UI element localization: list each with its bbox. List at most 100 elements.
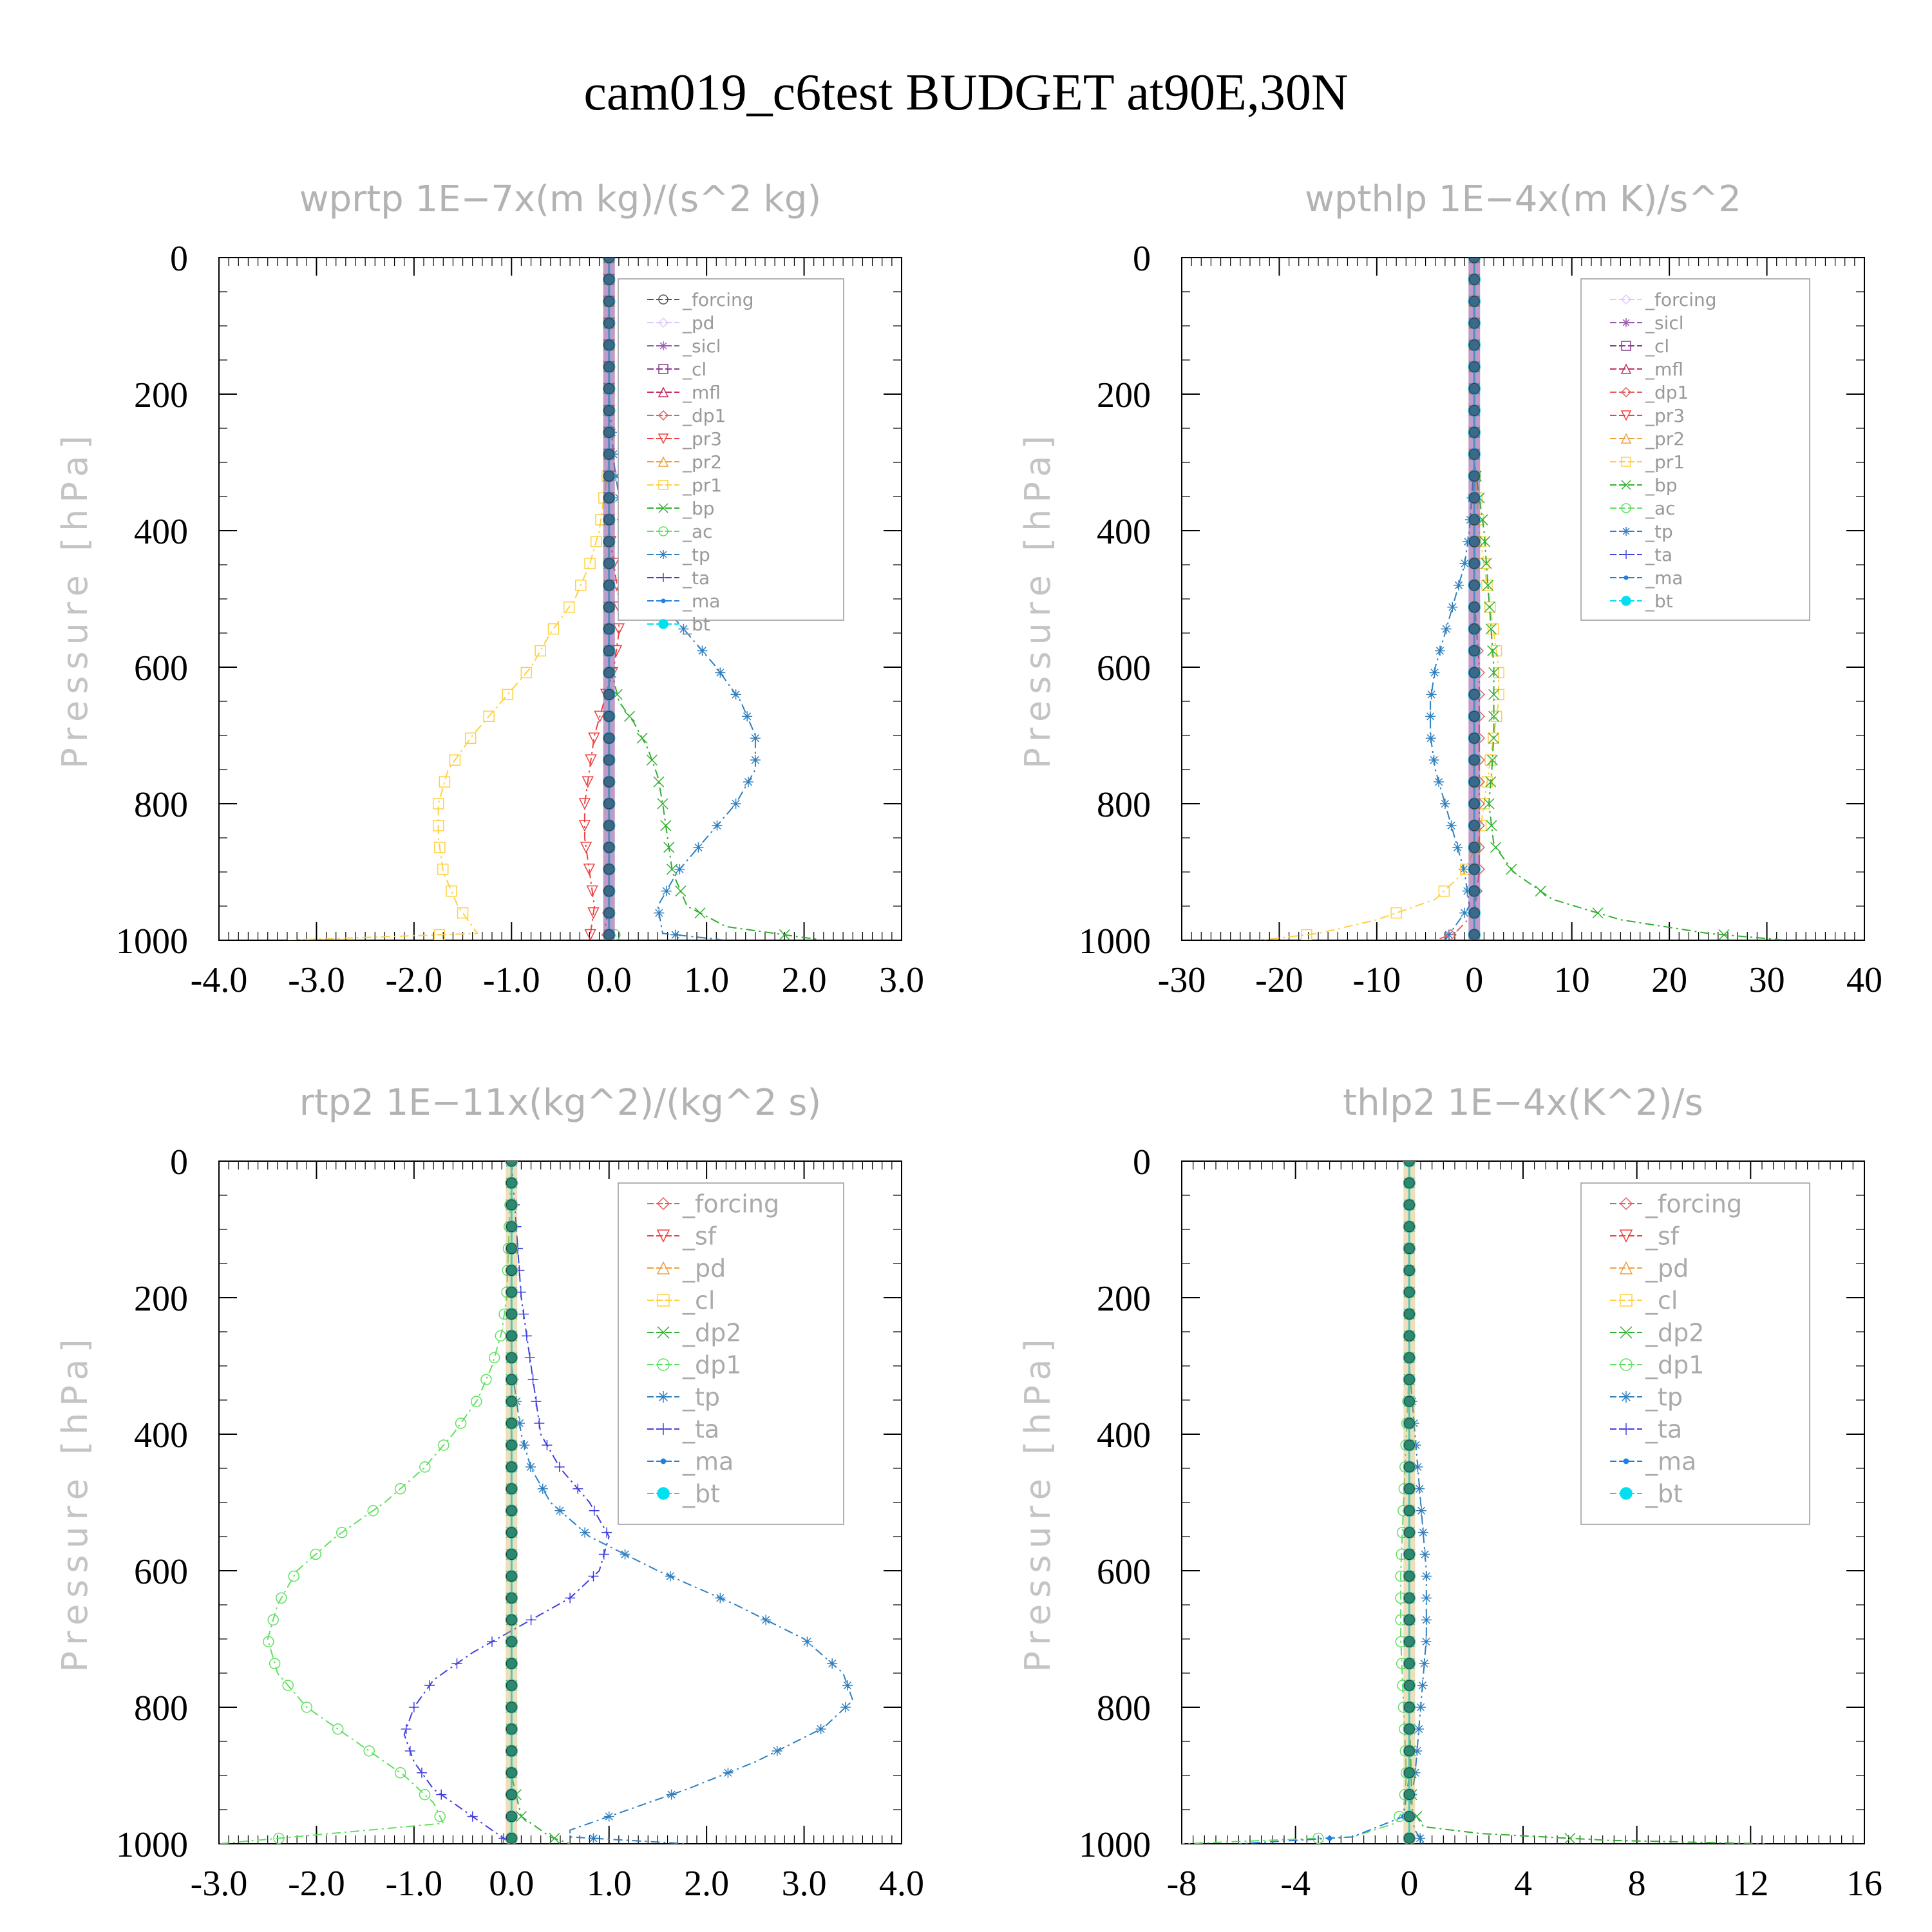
legend-entry: _ta [1610, 1415, 1682, 1443]
zero-marker [1468, 667, 1480, 678]
legend-label: _pd [682, 1254, 726, 1282]
series-point-pr3 [594, 710, 606, 723]
series-point-pr1 [1438, 885, 1450, 897]
series-point-bp [1506, 864, 1517, 875]
series-point-pr3 [578, 820, 591, 832]
legend-marker [1622, 550, 1631, 559]
series-point-tp [1415, 1833, 1426, 1844]
x-tick-label: 3.0 [879, 960, 924, 1000]
legend-entry: _pr3 [1610, 405, 1685, 426]
legend-label: _ma [1645, 1447, 1696, 1475]
series-point-tp [519, 1439, 530, 1450]
zero-marker [1403, 1680, 1415, 1691]
legend-label: _forcing [682, 289, 754, 310]
series-point-ac [336, 1526, 348, 1539]
series-point-ta [404, 1745, 415, 1756]
series-point-tp [1454, 580, 1464, 591]
legend-entry: _sicl [1610, 312, 1684, 334]
zero-marker [1403, 1177, 1415, 1189]
series-point-ac [471, 1396, 482, 1407]
legend-label: _pr3 [1645, 405, 1685, 426]
x-tick-label: 8 [1628, 1864, 1646, 1904]
legend-marker [1619, 1229, 1633, 1243]
plot-area [219, 1161, 854, 1844]
legend-label: _pr2 [682, 451, 722, 473]
series-point-tp [715, 1593, 726, 1604]
zero-marker [1468, 864, 1480, 875]
series-point-bp [1485, 776, 1497, 788]
legend-marker [656, 1229, 670, 1243]
legend-entry: _cl [1610, 336, 1669, 357]
legend-marker [1620, 433, 1632, 444]
series-point-pr3 [587, 907, 600, 920]
zero-marker [1403, 1374, 1415, 1385]
series-point-tp [1410, 1439, 1421, 1450]
zero-marker [603, 907, 615, 919]
series-point-tp [1434, 645, 1445, 656]
series-point-ac [332, 1723, 344, 1735]
legend-marker [657, 1358, 670, 1371]
series-point-bp [660, 820, 672, 831]
zero-marker [1403, 1811, 1415, 1823]
series-point-pr1 [590, 536, 602, 547]
zero-marker [603, 798, 615, 810]
legend-label: _cl [1645, 336, 1669, 357]
series-point-bp [1535, 886, 1546, 897]
zero-marker [1468, 732, 1480, 744]
legend-label: _pr1 [682, 475, 722, 496]
series-point-tp [761, 1615, 772, 1625]
zero-marker [1403, 1243, 1415, 1255]
zero-marker [506, 1265, 517, 1276]
zero-marker [1468, 907, 1480, 919]
zero-marker [603, 492, 615, 504]
y-tick-label: 800 [134, 785, 188, 825]
zero-marker [603, 688, 615, 700]
series-point-tp [743, 777, 753, 788]
series-point-tp [1452, 842, 1463, 853]
legend-label: _tp [682, 1383, 720, 1411]
legend-label: _ta [682, 567, 710, 589]
zero-marker [1468, 258, 1480, 263]
zero-marker [1403, 1592, 1415, 1604]
y-tick-label: 200 [134, 375, 188, 415]
series-point-bp [636, 732, 648, 744]
y-tick-label: 600 [1097, 1552, 1151, 1592]
series-point-bp [1487, 645, 1499, 657]
series-point-tp [723, 1767, 734, 1778]
legend-marker [1620, 363, 1632, 374]
x-tick-label: -3.0 [288, 960, 345, 1000]
series-point-pr1 [437, 864, 449, 875]
legend-label: _sicl [1645, 312, 1684, 334]
legend-marker [659, 573, 668, 582]
series-point-tp [1414, 1723, 1425, 1734]
y-tick-label: 600 [1097, 649, 1151, 688]
legend-entry: _ac [647, 521, 713, 542]
legend-entry: _ma [647, 1447, 734, 1475]
series-point-ta [588, 1571, 599, 1582]
series-point-ac [488, 1352, 500, 1364]
zero-marker [506, 1417, 517, 1429]
legend-label: _ac [682, 521, 713, 542]
series-point-tp [678, 623, 689, 634]
series-point-tp [661, 886, 672, 896]
series-point-ac [419, 1461, 431, 1473]
legend-entry: _pr1 [647, 475, 722, 496]
series-point-pr3 [586, 885, 598, 898]
chart-panels: wprtp 1E−7x(m kg)/(s^2 kg) Pressure [hPa]… [55, 178, 1882, 1904]
zero-band [1403, 1161, 1416, 1844]
panel-title: thlp2 1E−4x(K^2)/s [1343, 1082, 1703, 1124]
legend-marker [1620, 386, 1632, 398]
zero-marker [506, 1308, 517, 1320]
series-point-bp [663, 842, 675, 853]
legend-entry: _forcing [1610, 289, 1717, 310]
series-point-tp [1414, 1483, 1425, 1494]
zero-marker [1468, 404, 1480, 416]
legend-entry: _pd [647, 312, 715, 334]
x-tick-label: 2.0 [684, 1864, 729, 1904]
y-tick-label: 0 [1133, 239, 1151, 279]
legend-entry: _cl [1610, 1286, 1678, 1314]
zero-marker [506, 1549, 517, 1560]
plot-area [287, 258, 824, 940]
series-point-tp [1447, 601, 1458, 612]
series-point-pr1 [1301, 929, 1312, 940]
